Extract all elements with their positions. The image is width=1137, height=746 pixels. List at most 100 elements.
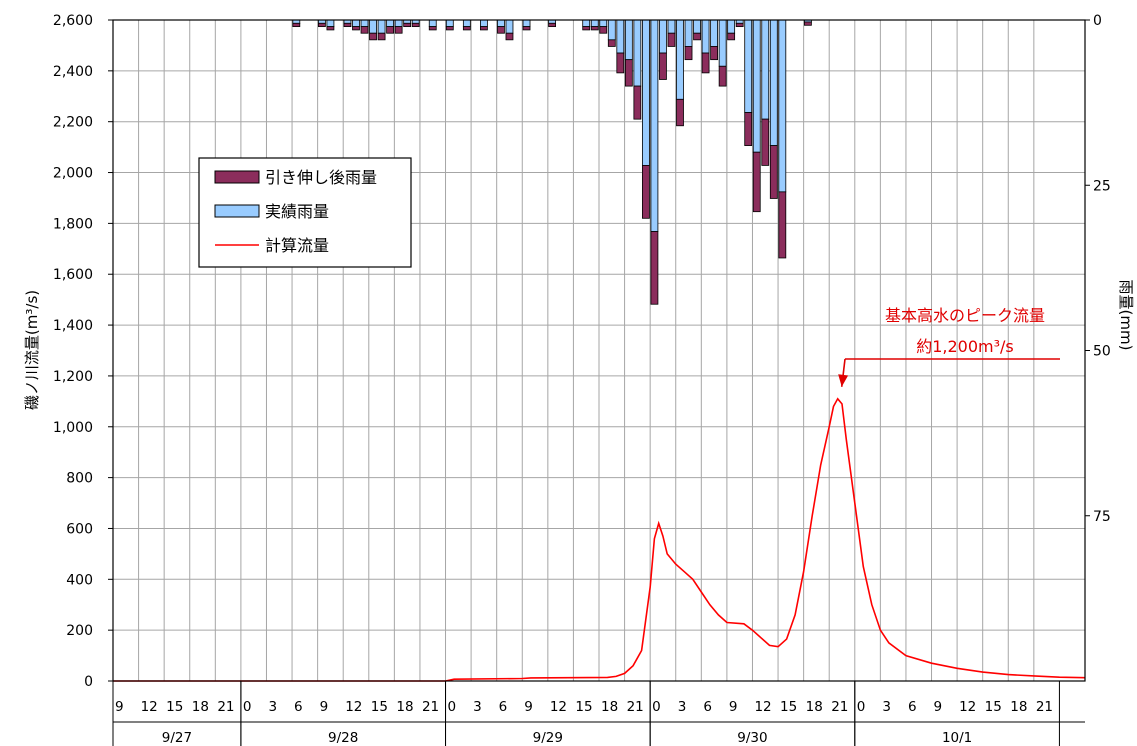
x-hour-label: 0 (243, 699, 252, 715)
x-hour-label: 18 (1010, 699, 1027, 715)
x-hour-label: 18 (806, 699, 823, 715)
x-hour-label: 9 (729, 699, 738, 715)
observed-rain-bar (497, 19, 505, 28)
extended-rain-bar (667, 32, 676, 47)
extended-rain-bar (505, 32, 514, 41)
x-hour-label: 21 (1036, 699, 1053, 715)
extended-rain-bar (641, 165, 650, 219)
x-hour-label: 12 (550, 699, 567, 715)
extended-rain-bar (676, 98, 684, 127)
observed-rain-bar (744, 19, 753, 113)
x-hour-label: 21 (831, 699, 848, 715)
x-date-label: 10/1 (942, 730, 972, 746)
flow-line-group (113, 397, 1086, 682)
x-date-label: 9/29 (533, 730, 563, 746)
observed-rain-bar (462, 19, 471, 28)
x-hour-label: 9 (115, 699, 124, 715)
extended-rain-bar (479, 26, 488, 31)
observed-rain-bar (667, 19, 676, 34)
observed-rain-bar (599, 19, 608, 28)
left-tick-label: 1,200 (53, 369, 93, 385)
x-date-label: 9/30 (737, 730, 767, 746)
extended-rain-bar (360, 26, 369, 34)
extended-rain-bar (616, 52, 625, 74)
x-hour-label: 15 (166, 699, 183, 715)
x-hour-label: 9 (320, 699, 329, 715)
extended-rain-bar (386, 26, 395, 34)
x-hour-label: 15 (371, 699, 388, 715)
left-tick-label: 1,400 (53, 318, 93, 334)
extended-rain-bar (684, 46, 693, 61)
observed-rain-bar (710, 19, 719, 47)
x-hour-label: 3 (882, 699, 891, 715)
left-tick-label: 800 (66, 471, 93, 487)
left-tick-label: 1,600 (53, 267, 93, 283)
observed-rain-bar (769, 19, 778, 146)
x-hour-label: 18 (192, 699, 209, 715)
annotation-line1: 基本高水のピーク流量 (885, 306, 1045, 325)
x-hour-label: 12 (959, 699, 976, 715)
x-hour-label: 15 (780, 699, 797, 715)
extended-rain-bar (343, 22, 352, 28)
observed-rain-bar (718, 19, 727, 67)
left-tick-label: 2,600 (53, 13, 93, 29)
observed-rain-bar (607, 19, 616, 41)
x-hour-label: 0 (652, 699, 661, 715)
observed-rain-bar (659, 19, 667, 54)
calculated-flow-line (113, 397, 1086, 682)
legend-label: 引き伸し後雨量 (265, 168, 377, 187)
right-tick-label: 50 (1093, 344, 1111, 360)
observed-rain-bar (778, 19, 787, 193)
observed-rain-bar (616, 19, 625, 54)
observed-rain-bar (693, 19, 701, 34)
observed-rain-bar (386, 19, 395, 28)
observed-rain-bar (676, 19, 684, 100)
observed-rain-bar (582, 19, 591, 28)
extended-rain-bar (403, 22, 412, 28)
rainfall-bars (292, 19, 812, 305)
observed-rain-bar (360, 19, 369, 28)
x-hour-label: 12 (141, 699, 158, 715)
observed-rain-bar (505, 19, 514, 34)
right-tick-label: 75 (1093, 509, 1111, 525)
observed-rain-bar (352, 19, 360, 28)
left-tick-label: 0 (84, 674, 93, 690)
observed-rain-bar (624, 19, 633, 61)
x-hour-label: 15 (575, 699, 592, 715)
extended-rain-bar (710, 46, 719, 61)
legend-swatch (214, 204, 260, 218)
observed-rain-bar (641, 19, 650, 166)
extended-rain-bar (633, 85, 642, 120)
x-hour-label: 21 (627, 699, 644, 715)
extended-rain-bar (659, 52, 667, 80)
extended-rain-bar (462, 26, 471, 31)
extended-rain-bar (607, 39, 616, 47)
observed-rain-bar (590, 19, 599, 28)
left-tick-label: 400 (66, 572, 93, 588)
extended-rain-bar (778, 191, 787, 259)
x-hour-label: 9 (524, 699, 533, 715)
extended-rain-bar (744, 112, 753, 146)
extended-rain-bar (497, 26, 505, 34)
observed-rain-bar (684, 19, 693, 47)
left-tick-label: 2,000 (53, 166, 93, 182)
extended-rain-bar (727, 32, 736, 41)
extended-rain-bar (650, 231, 659, 305)
observed-rain-bar (428, 19, 437, 28)
x-hour-label: 12 (345, 699, 362, 715)
left-tick-label: 200 (66, 623, 93, 639)
extended-rain-bar (590, 26, 599, 31)
x-hour-label: 6 (703, 699, 712, 715)
x-hour-label: 3 (473, 699, 482, 715)
extended-rain-bar (522, 26, 531, 31)
observed-rain-bar (752, 19, 761, 153)
extended-rain-bar (411, 22, 420, 28)
annotation-arrowhead (838, 374, 849, 387)
right-tick-label: 0 (1093, 13, 1102, 29)
legend-label: 計算流量 (265, 236, 329, 255)
left-tick-label: 1,000 (53, 420, 93, 436)
x-hour-label: 6 (908, 699, 917, 715)
x-hour-label: 6 (294, 699, 303, 715)
observed-rain-bar (479, 19, 488, 28)
extended-rain-bar (769, 145, 778, 199)
